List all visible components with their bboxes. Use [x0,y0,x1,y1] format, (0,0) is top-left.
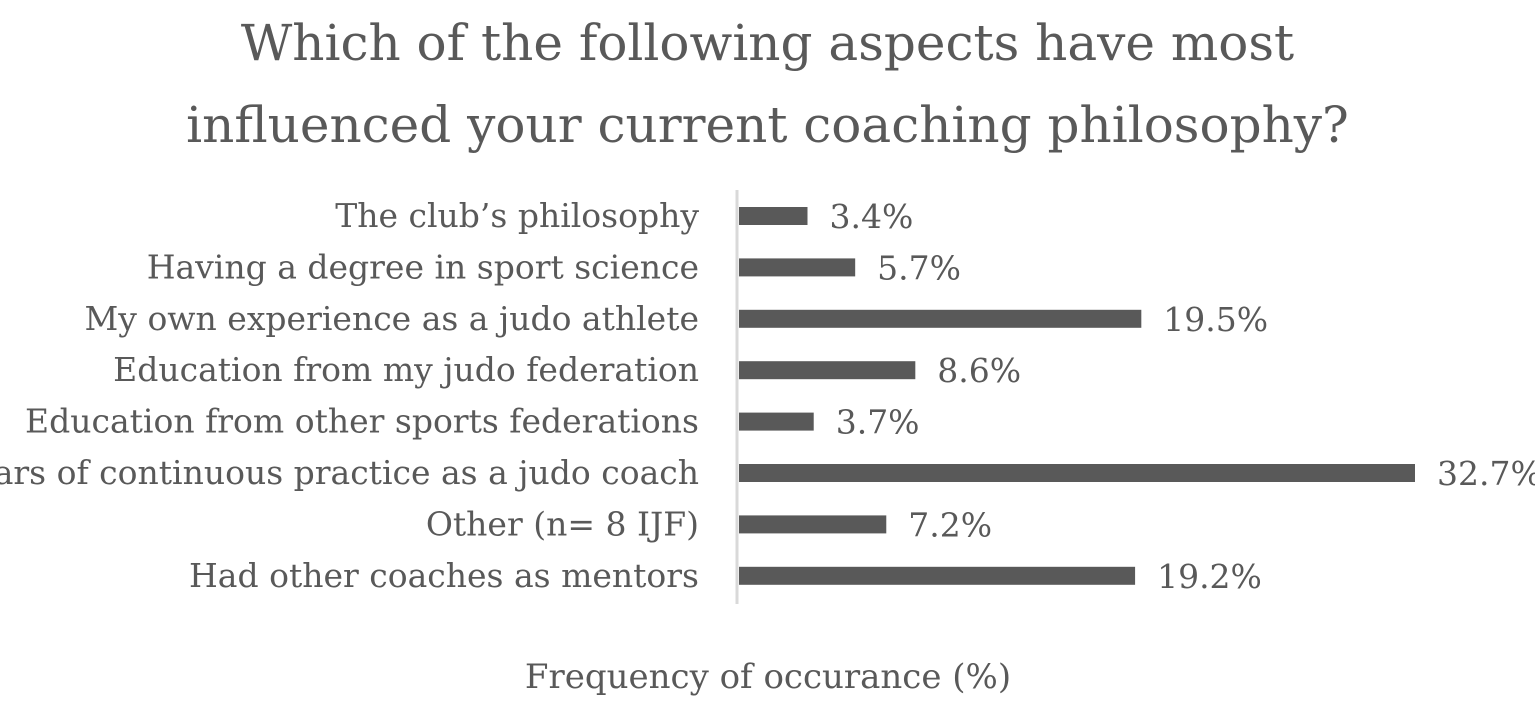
data-label: 19.2% [1157,557,1262,596]
x-axis-label: Frequency of occurance (%) [524,657,1012,697]
bar [739,361,916,380]
category-label: My own experience as a judo athlete [85,299,699,338]
category-label: Having a degree in sport science [147,247,699,286]
category-label: Education from other sports federations [25,402,699,441]
bar [739,464,1415,482]
chart-title: Which of the following aspects have most… [0,0,1535,166]
bar [739,412,814,431]
data-label: 19.5% [1163,300,1268,339]
data-label: 5.7% [877,248,961,287]
data-label: 3.7% [836,403,920,442]
category-label: Years of continuous practice as a judo c… [0,453,699,492]
category-label: Had other coaches as mentors [189,556,699,595]
data-label: 32.7% [1437,454,1535,493]
data-label: 8.6% [937,351,1021,390]
bar [739,309,1142,328]
category-label: Education from my judo federation [113,350,699,389]
category-label: Other (n= 8 IJF) [426,504,699,543]
chart-title-line-2: influenced your current coaching philoso… [186,96,1349,154]
category-label: The club’s philosophy [335,196,699,235]
bar [739,258,856,277]
data-label: 3.4% [829,197,913,236]
chart-title-line-1: Which of the following aspects have most [240,14,1295,72]
bar [739,566,1136,585]
data-label: 7.2% [908,505,992,544]
bar [739,515,887,534]
bar [739,207,808,225]
